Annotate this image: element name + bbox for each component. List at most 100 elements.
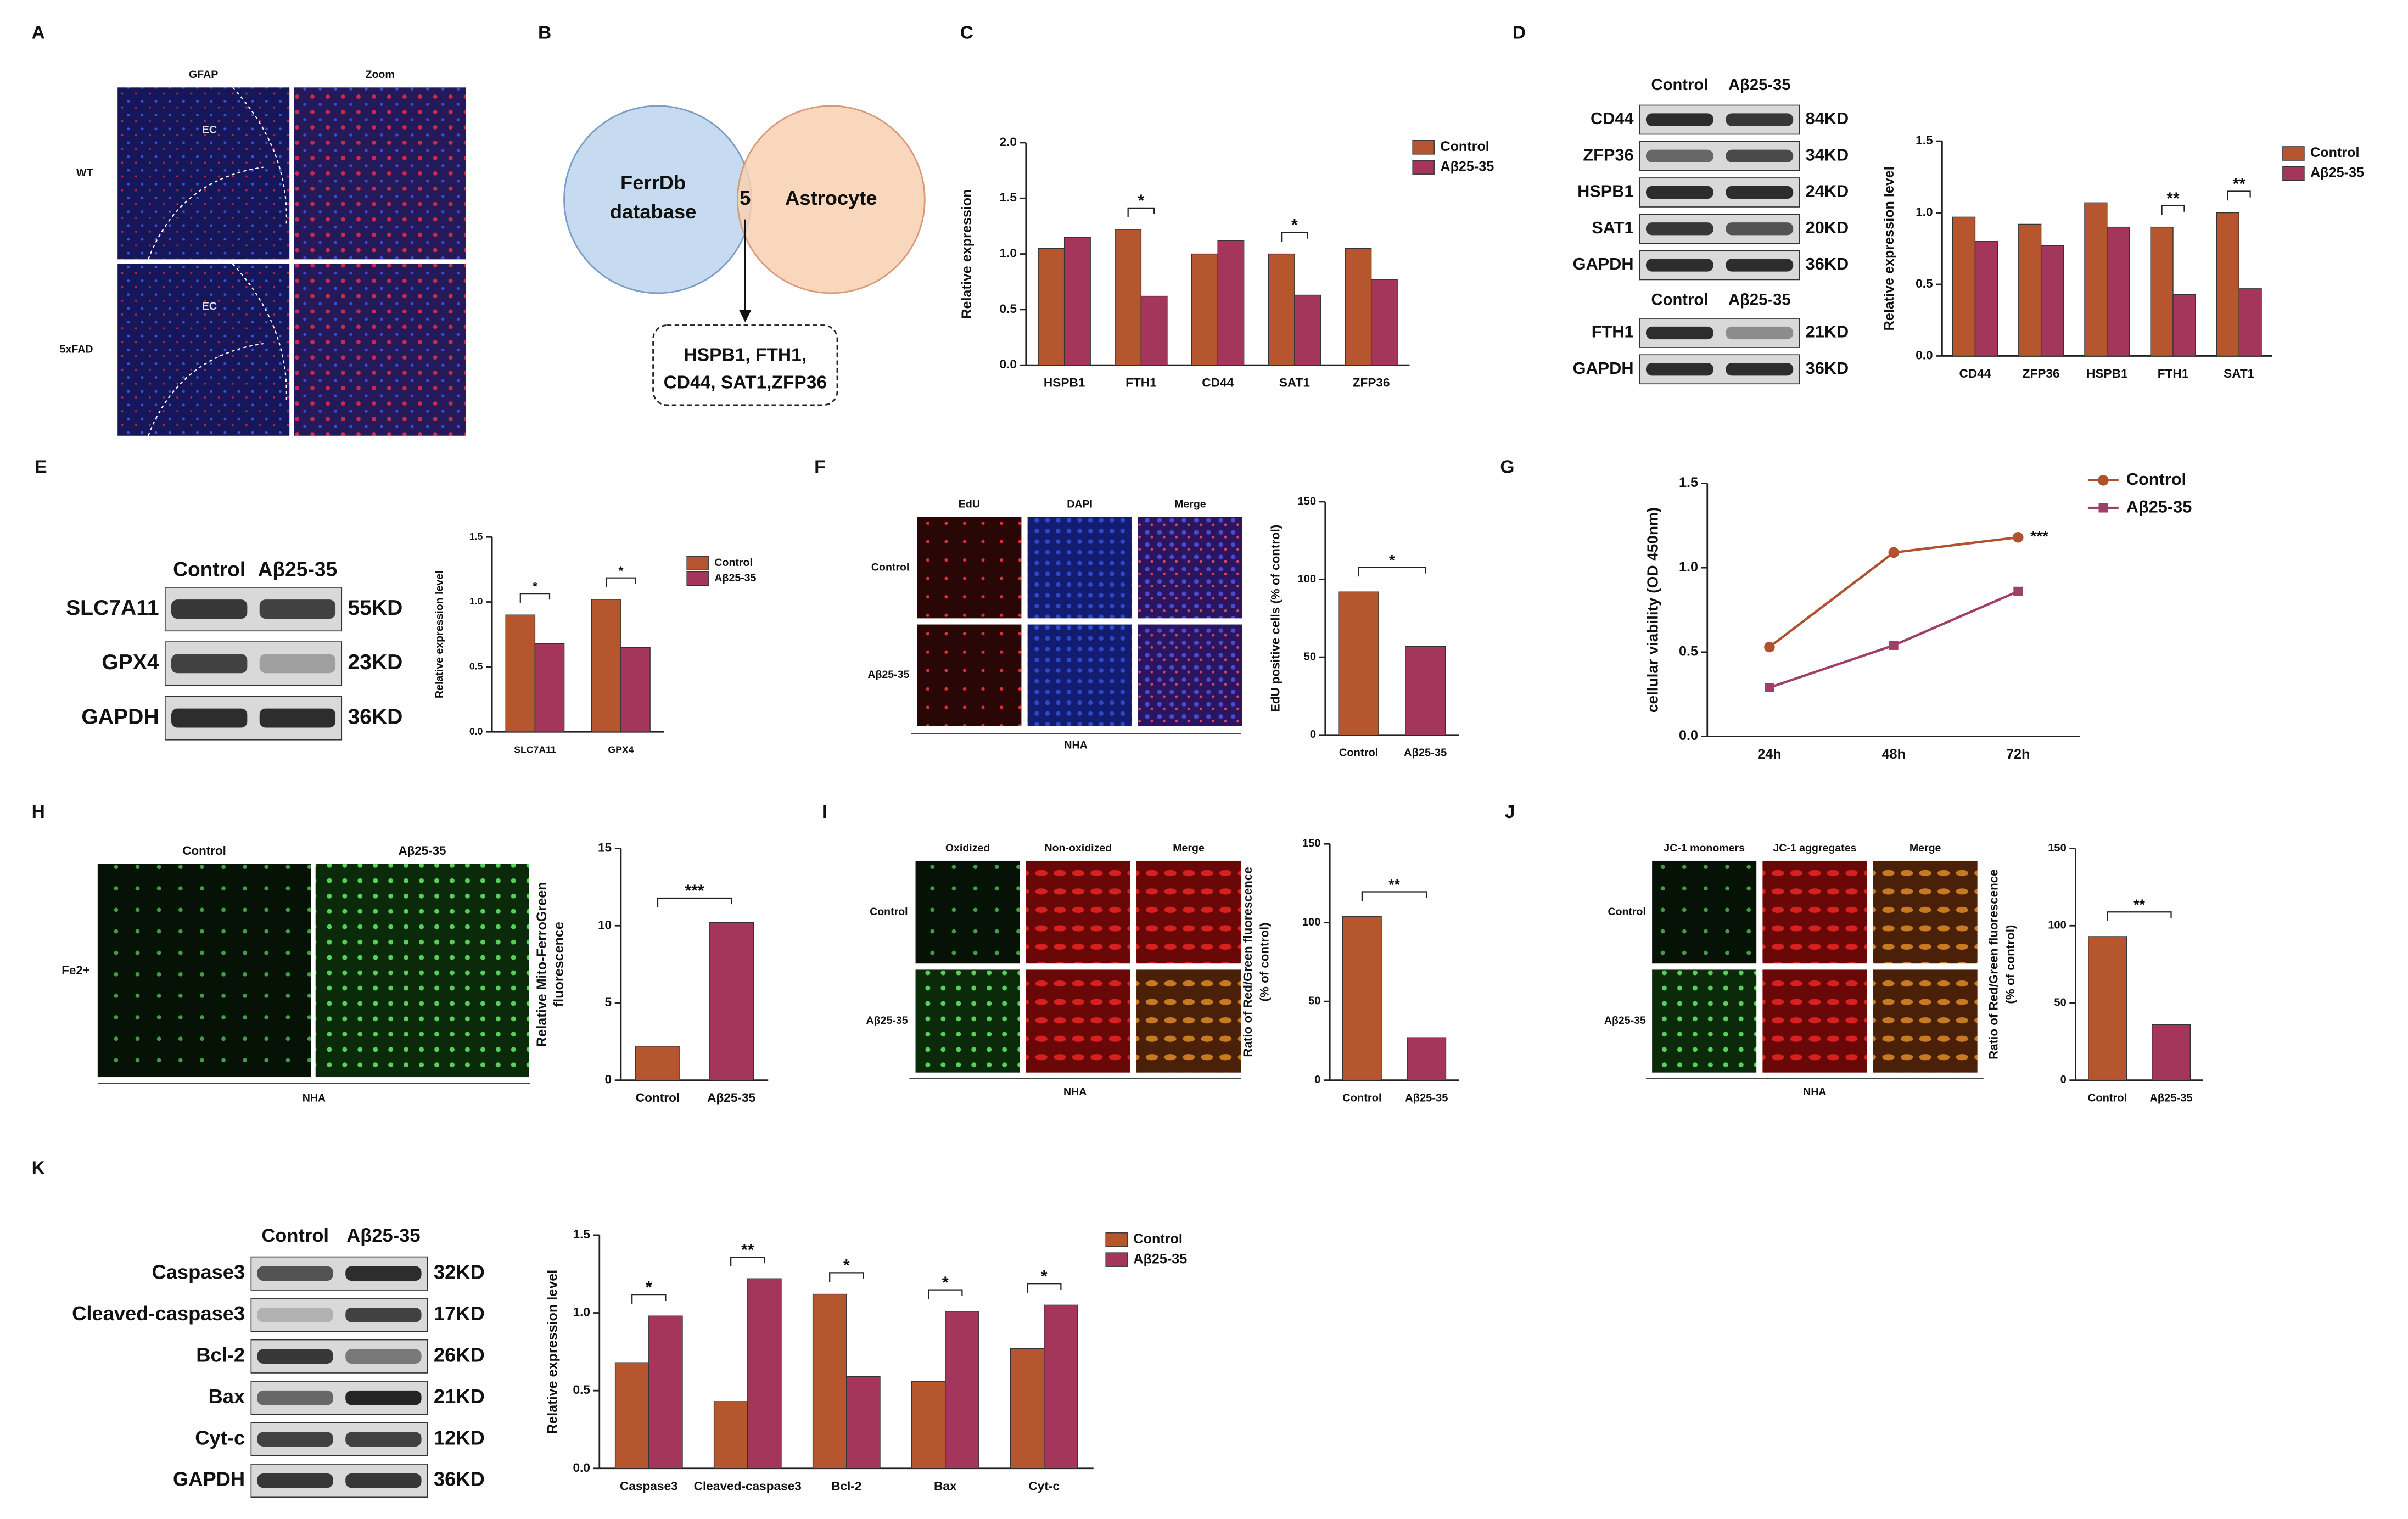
- y-tick-label: 1.5: [469, 531, 483, 542]
- bar: [2152, 1024, 2191, 1081]
- bar: [1404, 646, 1446, 736]
- protein-label: Cleaved-caspase3: [72, 1302, 245, 1325]
- x-tick-label: ZFP36: [2023, 367, 2060, 380]
- band-size: 20KD: [1806, 218, 1849, 237]
- x-tick-label: SLC7A11: [514, 744, 556, 755]
- protein-label: Bax: [209, 1385, 245, 1408]
- band-size: 21KD: [434, 1385, 485, 1408]
- micrograph: [1138, 624, 1242, 726]
- y-tick-label: 1.5: [1679, 475, 1698, 490]
- y-tick-label: 1.0: [1679, 559, 1698, 575]
- blot-band: [259, 654, 336, 674]
- micrograph: [1762, 969, 1867, 1073]
- micrograph: [1652, 969, 1757, 1073]
- significance-label: *: [1041, 1268, 1048, 1286]
- column-label: Merge: [1174, 498, 1206, 511]
- gene-box: [652, 324, 838, 406]
- bar: [945, 1311, 979, 1469]
- legend-swatch: [2282, 146, 2305, 161]
- y-tick-label: 0.5: [469, 661, 483, 672]
- marker: [2012, 532, 2024, 543]
- y-axis-label: EdU positive cells (% of control): [1268, 525, 1282, 712]
- x-tick-label: FTH1: [2158, 367, 2189, 380]
- y-tick-label: 0.0: [573, 1461, 590, 1475]
- blot-band: [1726, 363, 1794, 376]
- micrograph: [1027, 624, 1132, 726]
- blot-band: [1645, 222, 1713, 236]
- column-label: DAPI: [1067, 498, 1093, 511]
- y-tick-label: 0: [2060, 1074, 2067, 1086]
- micrograph: [1762, 860, 1867, 964]
- blot-band: [257, 1266, 333, 1281]
- row-label: Fe2+: [61, 963, 90, 977]
- legend-swatch: [1105, 1232, 1128, 1247]
- micrograph: [915, 969, 1020, 1073]
- y-tick-label: 1.5: [573, 1227, 590, 1241]
- legend-label: Aβ25-35: [2126, 497, 2192, 516]
- micrograph: [1027, 517, 1132, 619]
- column-label: Non-oxidized: [1044, 842, 1112, 854]
- y-axis-label: Relative expression level: [545, 1270, 561, 1434]
- blot-band: [171, 708, 248, 728]
- lane-label: Control: [1651, 76, 1709, 94]
- legend-label: Control: [2310, 145, 2359, 160]
- micrograph: [1026, 860, 1130, 964]
- blot-band: [1645, 363, 1713, 376]
- protein-label: SLC7A11: [66, 596, 159, 620]
- bar: [534, 643, 565, 732]
- lane-label: Control: [261, 1225, 329, 1246]
- caption: NHA: [1064, 739, 1087, 752]
- blot-band: [257, 1349, 333, 1364]
- significance-bracket: [1027, 1283, 1062, 1293]
- row-label: Aβ25-35: [866, 1014, 908, 1027]
- column-label: Zoom: [366, 69, 395, 81]
- significance-bracket: [631, 1293, 667, 1304]
- micrograph: [117, 264, 290, 436]
- significance-label: **: [2166, 189, 2180, 208]
- bar: [2040, 245, 2064, 357]
- x-tick-label: 72h: [2006, 747, 2030, 762]
- micrograph: [917, 624, 1022, 726]
- bar: [1217, 240, 1245, 366]
- significance-bracket: [829, 1272, 864, 1282]
- x-tick-label: Control: [2088, 1092, 2127, 1104]
- bar: [2172, 294, 2196, 357]
- x-tick-label: SAT1: [1279, 376, 1310, 390]
- blot-band: [1645, 326, 1713, 340]
- band-size: 55KD: [348, 596, 402, 620]
- y-tick-label: 0.5: [573, 1383, 590, 1397]
- x-tick-label: HSPB1: [1044, 376, 1085, 390]
- marker: [1764, 641, 1775, 653]
- y-tick-label: 150: [2048, 842, 2067, 854]
- bar: [1115, 229, 1142, 366]
- legend-label: Aβ25-35: [1133, 1251, 1187, 1266]
- protein-label: Cyt-c: [195, 1426, 245, 1449]
- x-tick-label: Aβ25-35: [1405, 1092, 1448, 1104]
- row-label: WT: [76, 167, 93, 179]
- y-tick-label: 0.0: [469, 726, 483, 737]
- blot-band: [1645, 259, 1713, 272]
- blot-band: [171, 654, 248, 674]
- significance-label: **: [1388, 876, 1400, 893]
- protein-label: GPX4: [102, 651, 159, 674]
- protein-label: HSPB1: [1577, 182, 1633, 201]
- micrograph: [315, 864, 529, 1078]
- micrograph: [97, 864, 311, 1078]
- x-tick-label: Cyt-c: [1028, 1479, 1060, 1493]
- protein-label: Caspase3: [152, 1260, 245, 1283]
- y-tick-label: 1.5: [1000, 190, 1017, 204]
- x-tick-label: SAT1: [2224, 367, 2254, 380]
- band-size: 12KD: [434, 1426, 485, 1449]
- protein-label: CD44: [1591, 109, 1634, 128]
- band-size: 17KD: [434, 1302, 485, 1325]
- y-tick-label: 1.0: [1000, 246, 1017, 260]
- panel-letter: H: [32, 802, 45, 822]
- y-tick-label: 0: [1314, 1074, 1320, 1086]
- x-tick-label: Aβ25-35: [1404, 747, 1447, 759]
- x-tick-label: Cleaved-caspase3: [694, 1479, 802, 1493]
- lane-label: Control: [1651, 292, 1709, 309]
- region-label: EC: [202, 124, 217, 136]
- legend-label: Control: [714, 557, 752, 569]
- y-tick-label: 5: [605, 995, 612, 1009]
